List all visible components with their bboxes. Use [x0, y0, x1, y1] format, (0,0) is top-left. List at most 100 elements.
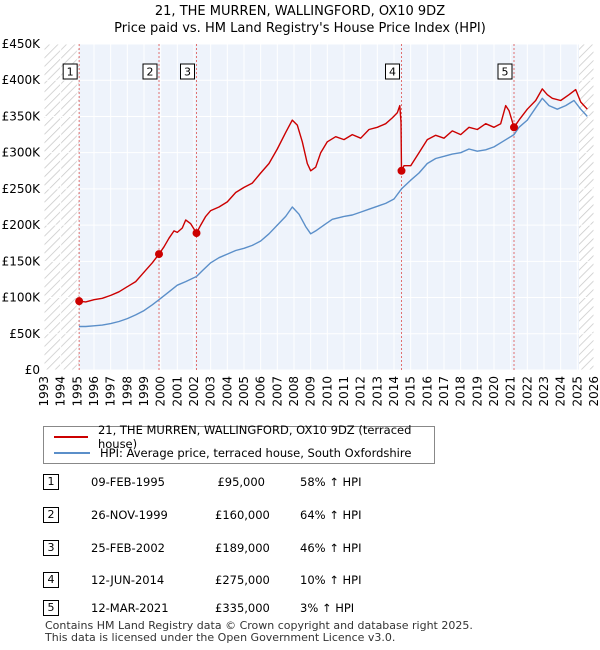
y-tick-label: £50K — [9, 327, 41, 341]
sale-hpi-change: 58% ↑ HPI — [300, 475, 362, 489]
y-tick-label: £300K — [2, 146, 42, 160]
plot-area — [44, 44, 594, 370]
x-tick-label: 2009 — [304, 376, 318, 407]
legend-label-property: 21, THE MURREN, WALLINGFORD, OX10 9DZ (t… — [97, 423, 412, 451]
y-tick-label: £150K — [2, 254, 42, 268]
property-price-line — [78, 88, 588, 303]
hatched-region — [579, 44, 594, 370]
x-tick-label: 2008 — [287, 376, 301, 407]
sale-point — [155, 250, 163, 259]
legend-line-property — [54, 436, 88, 438]
x-tick-label: 2011 — [337, 376, 351, 407]
hpi-line — [79, 97, 588, 328]
x-tick-label: 2005 — [237, 376, 251, 407]
legend-item-hpi: HPI: Average price, terraced house, Sout… — [54, 445, 411, 461]
x-tick-label: 1998 — [120, 376, 134, 407]
sale-number-badge: 4 — [43, 572, 59, 588]
x-tick-label: 2000 — [154, 376, 168, 407]
x-tick-label: 1997 — [104, 376, 118, 407]
y-tick-label: £100K — [2, 291, 42, 305]
sale-label-text: 4 — [389, 66, 396, 79]
sale-price: £160,000 — [215, 508, 270, 522]
sale-label-box — [142, 63, 158, 80]
price-chart: £0 £50K £100K £150K £200K £250K £300K £350K £400… — [2, 37, 600, 407]
sale-price: £189,000 — [215, 541, 270, 555]
sale-price: £95,000 — [217, 475, 265, 489]
sale-number-badge: 3 — [43, 540, 59, 556]
legend-line-hpi — [54, 452, 90, 454]
x-tick-label: 2024 — [554, 376, 568, 407]
x-tick-label: 2022 — [520, 376, 534, 407]
sale-hpi-change: 64% ↑ HPI — [300, 508, 362, 522]
table-row: 2 26-NOV-1999 £160,000 64% ↑ HPI — [43, 507, 443, 525]
x-tick-label: 2010 — [320, 376, 334, 407]
x-tick-label: 2018 — [454, 376, 468, 407]
hatched-region — [44, 44, 80, 370]
sale-hpi-change: 10% ↑ HPI — [300, 573, 362, 587]
x-tick-label: 1995 — [70, 376, 84, 407]
x-tick-label: 1999 — [137, 376, 151, 407]
x-tick-label: 2012 — [354, 376, 368, 407]
sale-label-text: 1 — [67, 66, 74, 79]
x-tick-label: 2002 — [187, 376, 201, 407]
legend: 21, THE MURREN, WALLINGFORD, OX10 9DZ (t… — [43, 423, 435, 464]
x-tick-label: 2004 — [220, 376, 234, 407]
x-tick-label: 2025 — [570, 376, 584, 407]
sale-date: 12-MAR-2021 — [91, 601, 169, 615]
footer-line-copyright: Contains HM Land Registry data © Crown c… — [45, 619, 473, 632]
sale-hpi-change: 46% ↑ HPI — [300, 541, 362, 555]
footer-attribution: Contains HM Land Registry data © Crown c… — [45, 620, 473, 644]
y-tick-label: £350K — [2, 109, 42, 123]
x-tick-label: 2023 — [537, 376, 551, 407]
sale-label-text: 3 — [184, 66, 191, 79]
footer-line-licence: This data is licensed under the Open Gov… — [45, 631, 396, 644]
x-tick-label: 2019 — [470, 376, 484, 407]
sale-label-text: 5 — [502, 66, 509, 79]
y-tick-label: £200K — [2, 218, 42, 232]
sale-hpi-change: 3% ↑ HPI — [300, 601, 355, 615]
sale-label-box — [497, 63, 513, 80]
sale-number-badge: 2 — [43, 507, 59, 523]
sale-point — [192, 229, 201, 238]
sale-label-text: 2 — [147, 66, 154, 79]
sale-point — [75, 297, 84, 306]
y-tick-label: £400K — [2, 73, 42, 87]
x-tick-label: 1996 — [87, 376, 101, 407]
sale-number-badge: 5 — [43, 600, 59, 616]
chart-subtitle: Price paid vs. HM Land Registry's House … — [114, 21, 486, 36]
x-tick-label: 1994 — [54, 376, 68, 407]
x-tick-label: 2017 — [437, 376, 451, 407]
sale-price: £335,000 — [215, 601, 270, 615]
sale-date: 25-FEB-2002 — [91, 541, 165, 555]
sale-number-badge: 1 — [43, 474, 59, 490]
sale-date: 26-NOV-1999 — [91, 508, 168, 522]
x-tick-label: 2001 — [170, 376, 184, 407]
x-tick-label: 2026 — [587, 376, 600, 407]
x-tick-label: 2006 — [254, 376, 268, 407]
sale-date: 09-FEB-1995 — [91, 475, 165, 489]
sale-label-box — [62, 63, 78, 80]
legend-label-hpi: HPI: Average price, terraced house, Sout… — [100, 446, 412, 460]
sale-date: 12-JUN-2014 — [91, 573, 165, 587]
y-tick-label: £0 — [25, 363, 40, 377]
x-tick-label: 2016 — [420, 376, 434, 407]
x-tick-label: 2015 — [404, 376, 418, 407]
legend-item-property: 21, THE MURREN, WALLINGFORD, OX10 9DZ (t… — [54, 423, 434, 451]
x-tick-label: 2020 — [487, 376, 501, 407]
sale-point — [397, 166, 406, 175]
table-row: 1 09-FEB-1995 £95,000 58% ↑ HPI — [43, 474, 443, 492]
x-tick-label: 2014 — [387, 376, 401, 407]
y-tick-label: £250K — [2, 182, 42, 196]
table-row: 4 12-JUN-2014 £275,000 10% ↑ HPI — [43, 572, 443, 590]
y-tick-label: £450K — [2, 37, 42, 51]
sale-label-box — [385, 63, 400, 80]
x-tick-label: 2021 — [504, 376, 518, 407]
sale-label-box — [180, 63, 195, 80]
sale-point — [510, 123, 518, 132]
sale-price: £275,000 — [215, 573, 270, 587]
table-row: 3 25-FEB-2002 £189,000 46% ↑ HPI — [43, 540, 443, 558]
x-tick-label: 1993 — [37, 376, 51, 407]
chart-title: 21, THE MURREN, WALLINGFORD, OX10 9DZ — [154, 4, 446, 19]
x-tick-label: 2003 — [204, 376, 218, 407]
table-row: 5 12-MAR-2021 £335,000 3% ↑ HPI — [43, 600, 443, 618]
